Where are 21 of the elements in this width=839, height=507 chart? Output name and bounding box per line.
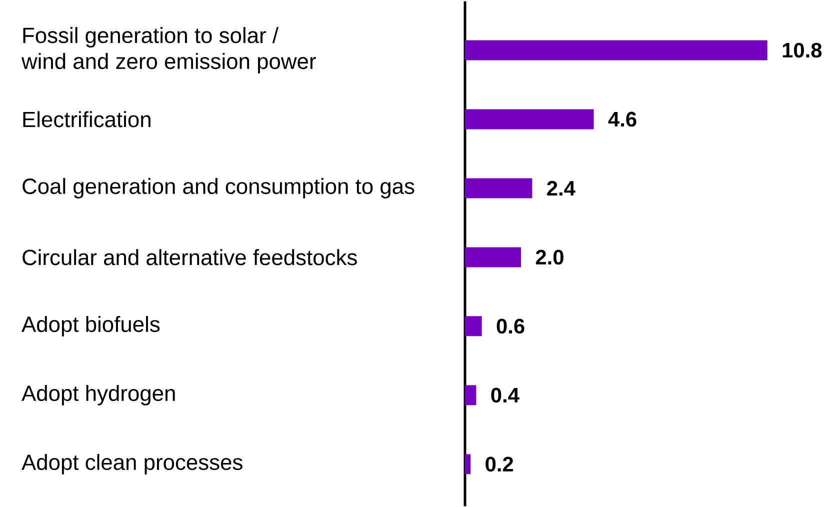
bar bbox=[465, 40, 768, 60]
y-tick-label: Circular and alternative feedstocks bbox=[22, 248, 357, 266]
data-label: 0.4 bbox=[491, 388, 520, 402]
bar bbox=[465, 246, 521, 267]
y-tick-label: Electrification bbox=[23, 110, 150, 128]
y-tick-label: Fossil generation to solar / wind and zero emission power bbox=[21, 26, 316, 74]
data-label: 4.6 bbox=[608, 112, 636, 126]
data-label: 0.2 bbox=[486, 456, 514, 472]
y-tick-label: Adopt hydrogen bbox=[22, 384, 175, 406]
data-label: 2.0 bbox=[536, 250, 564, 264]
y-tick-label: Adopt clean processes bbox=[22, 454, 242, 474]
data-label: 2.4 bbox=[547, 180, 576, 196]
bar bbox=[465, 178, 532, 198]
bar bbox=[465, 454, 471, 474]
y-tick-label: Coal generation and consumption to gas bbox=[22, 178, 414, 198]
bar bbox=[465, 316, 482, 336]
bar bbox=[465, 384, 476, 405]
y-tick-label: Adopt biofuels bbox=[22, 316, 160, 336]
data-label: 0.6 bbox=[496, 318, 524, 334]
bar bbox=[465, 108, 594, 129]
data-label: 10.8 bbox=[782, 42, 822, 58]
